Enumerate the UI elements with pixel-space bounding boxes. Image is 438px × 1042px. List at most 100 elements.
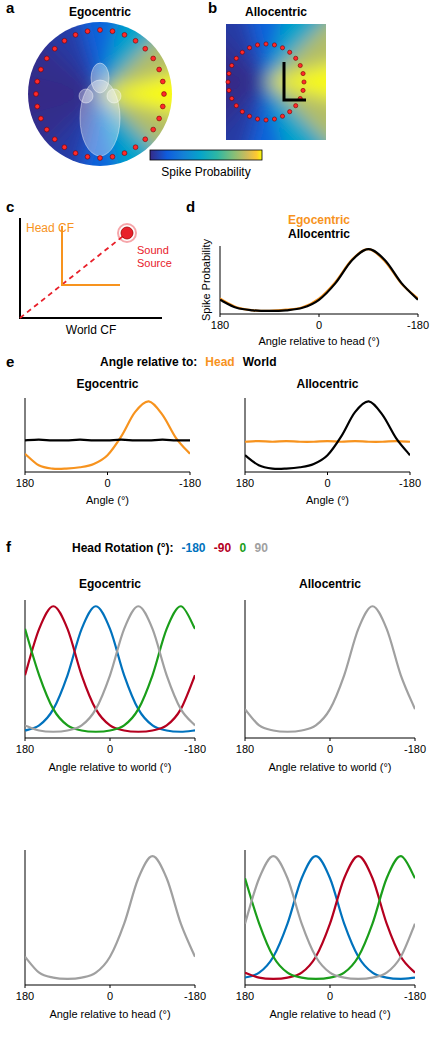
x-tick-label: 180 bbox=[16, 743, 34, 755]
legend-title: Angle relative to: bbox=[100, 355, 197, 369]
y-axis bbox=[25, 850, 26, 985]
x-axis-title: Angle relative to head (°) bbox=[269, 1008, 390, 1020]
speaker bbox=[122, 151, 127, 156]
y-axis bbox=[25, 600, 26, 738]
line-chart: 1800-180Angle relative to world (°)Egoce… bbox=[16, 577, 206, 773]
speaker bbox=[73, 32, 78, 37]
x-axis-title: Angle relative to head (°) bbox=[49, 1008, 170, 1020]
x-axis-title: Angle (°) bbox=[306, 494, 349, 506]
speaker bbox=[302, 80, 306, 84]
plot-lines bbox=[245, 401, 410, 469]
tuning-curve bbox=[245, 856, 415, 979]
speaker bbox=[240, 110, 244, 114]
speaker bbox=[280, 46, 284, 50]
speaker bbox=[288, 50, 292, 54]
speaker-ring bbox=[34, 28, 167, 161]
tuning-curve bbox=[25, 856, 195, 979]
panel-letter: a bbox=[6, 0, 15, 16]
heatmap-wedges bbox=[0, 0, 260, 254]
speaker bbox=[73, 151, 78, 156]
x-tick bbox=[195, 985, 196, 988]
legend-entry: -180 bbox=[181, 541, 205, 555]
speaker bbox=[294, 56, 298, 60]
x-tick-label: 0 bbox=[107, 743, 113, 755]
x-axis-title: Angle (°) bbox=[86, 494, 129, 506]
speaker bbox=[133, 145, 138, 150]
rat-snout bbox=[91, 63, 109, 93]
speaker-ring bbox=[226, 42, 306, 122]
y-axis bbox=[25, 398, 26, 472]
x-tick-label: 0 bbox=[316, 319, 322, 331]
line-chart: 1800-180Angle relative to head (°)Spike … bbox=[200, 239, 429, 347]
legend-title: Head Rotation (°): bbox=[72, 541, 173, 555]
panel-letter: e bbox=[6, 353, 14, 370]
heatmap bbox=[0, 0, 260, 254]
rat-ear bbox=[79, 89, 93, 103]
speaker bbox=[133, 38, 138, 43]
x-tick bbox=[110, 985, 111, 988]
source-direction bbox=[20, 233, 127, 318]
legend-entry: 0 bbox=[239, 541, 246, 555]
speaker bbox=[240, 50, 244, 54]
plot-lines bbox=[220, 249, 418, 311]
y-axis bbox=[245, 398, 246, 472]
speaker bbox=[294, 104, 298, 108]
x-tick bbox=[330, 985, 331, 988]
tuning-curve bbox=[245, 856, 415, 979]
speaker bbox=[247, 114, 251, 118]
line-chart: 1800-180Angle (°)Egocentric bbox=[16, 377, 201, 506]
sound-source-halo bbox=[118, 224, 136, 242]
speaker bbox=[62, 145, 67, 150]
speaker bbox=[234, 104, 238, 108]
x-tick-label: 180 bbox=[236, 743, 254, 755]
sound-source bbox=[121, 227, 133, 239]
speaker bbox=[98, 28, 103, 33]
speaker bbox=[34, 92, 39, 97]
colorbar-label: Spike Probability bbox=[161, 165, 250, 179]
x-tick-label: -180 bbox=[407, 319, 429, 331]
x-tick bbox=[418, 314, 419, 317]
x-tick bbox=[410, 472, 411, 475]
tuning-curve bbox=[220, 249, 418, 311]
x-axis-title: Angle relative to head (°) bbox=[258, 335, 379, 347]
legend-entry: Egocentric bbox=[288, 213, 350, 227]
label-line: Sound bbox=[137, 244, 169, 256]
speaker bbox=[255, 43, 259, 47]
speaker bbox=[151, 56, 156, 61]
x-tick bbox=[25, 738, 26, 741]
speaker bbox=[160, 79, 165, 84]
heatmap-wedges bbox=[226, 24, 326, 140]
speaker bbox=[230, 63, 234, 67]
figure: abcdefEgocentricAllocentricSpike Probabi… bbox=[0, 0, 438, 1042]
sound-source-label: SoundSource bbox=[137, 244, 172, 269]
speaker bbox=[122, 32, 127, 37]
speaker bbox=[110, 29, 115, 34]
speaker bbox=[264, 42, 268, 46]
panel-letter: d bbox=[186, 198, 195, 215]
tuning-curve bbox=[245, 401, 410, 469]
x-tick bbox=[330, 738, 331, 741]
rat-ear bbox=[107, 89, 121, 103]
world-axes bbox=[284, 62, 306, 100]
speaker bbox=[301, 88, 305, 92]
world-frame-axes bbox=[284, 62, 306, 100]
x-tick-label: 180 bbox=[236, 477, 254, 489]
speaker bbox=[255, 117, 259, 121]
speaker bbox=[98, 156, 103, 161]
x-tick bbox=[110, 738, 111, 741]
speaker bbox=[35, 104, 40, 109]
speaker bbox=[264, 118, 268, 122]
x-tick bbox=[415, 738, 416, 741]
speaker bbox=[151, 127, 156, 132]
world-frame-label: World CF bbox=[66, 323, 116, 337]
x-tick-label: 0 bbox=[327, 743, 333, 755]
legend-entry: 90 bbox=[254, 541, 268, 555]
speaker bbox=[38, 116, 43, 121]
speaker bbox=[227, 88, 231, 92]
plot-lines bbox=[25, 401, 190, 469]
legend: Head Rotation (°):-180-90090 bbox=[72, 541, 268, 555]
x-tick bbox=[195, 738, 196, 741]
panel-title: Allocentric bbox=[245, 5, 307, 19]
speaker bbox=[157, 116, 162, 121]
x-tick-label: -180 bbox=[404, 743, 426, 755]
